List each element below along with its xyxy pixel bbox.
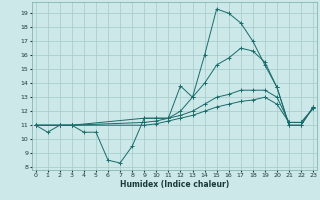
X-axis label: Humidex (Indice chaleur): Humidex (Indice chaleur) [120, 180, 229, 189]
